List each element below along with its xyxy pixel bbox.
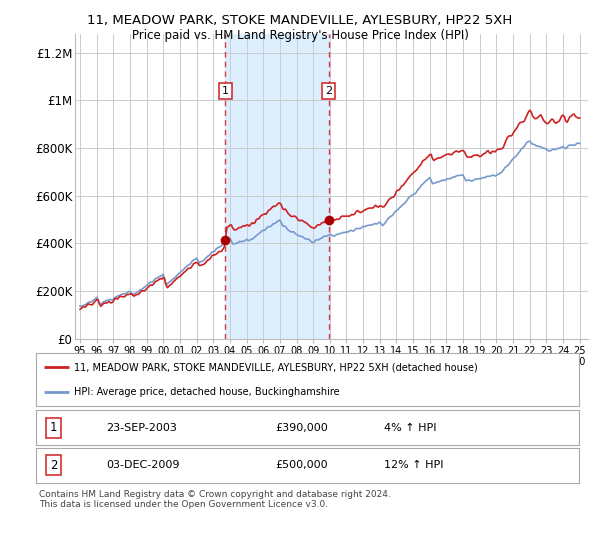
Text: 23-SEP-2003: 23-SEP-2003 [107, 423, 178, 433]
Text: 12% ↑ HPI: 12% ↑ HPI [383, 460, 443, 470]
Text: Price paid vs. HM Land Registry's House Price Index (HPI): Price paid vs. HM Land Registry's House … [131, 29, 469, 42]
Text: 1: 1 [50, 421, 57, 435]
Text: 2: 2 [325, 86, 332, 96]
Text: HPI: Average price, detached house, Buckinghamshire: HPI: Average price, detached house, Buck… [74, 386, 340, 396]
Text: 03-DEC-2009: 03-DEC-2009 [107, 460, 180, 470]
Text: 4% ↑ HPI: 4% ↑ HPI [383, 423, 436, 433]
Text: 2: 2 [50, 459, 57, 472]
Text: £390,000: £390,000 [275, 423, 328, 433]
Text: £500,000: £500,000 [275, 460, 328, 470]
Text: 11, MEADOW PARK, STOKE MANDEVILLE, AYLESBURY, HP22 5XH: 11, MEADOW PARK, STOKE MANDEVILLE, AYLES… [88, 14, 512, 27]
Bar [225, 34, 329, 339]
Text: Contains HM Land Registry data © Crown copyright and database right 2024.
This d: Contains HM Land Registry data © Crown c… [39, 490, 391, 510]
Text: 1: 1 [222, 86, 229, 96]
Text: 11, MEADOW PARK, STOKE MANDEVILLE, AYLESBURY, HP22 5XH (detached house): 11, MEADOW PARK, STOKE MANDEVILLE, AYLES… [74, 362, 478, 372]
